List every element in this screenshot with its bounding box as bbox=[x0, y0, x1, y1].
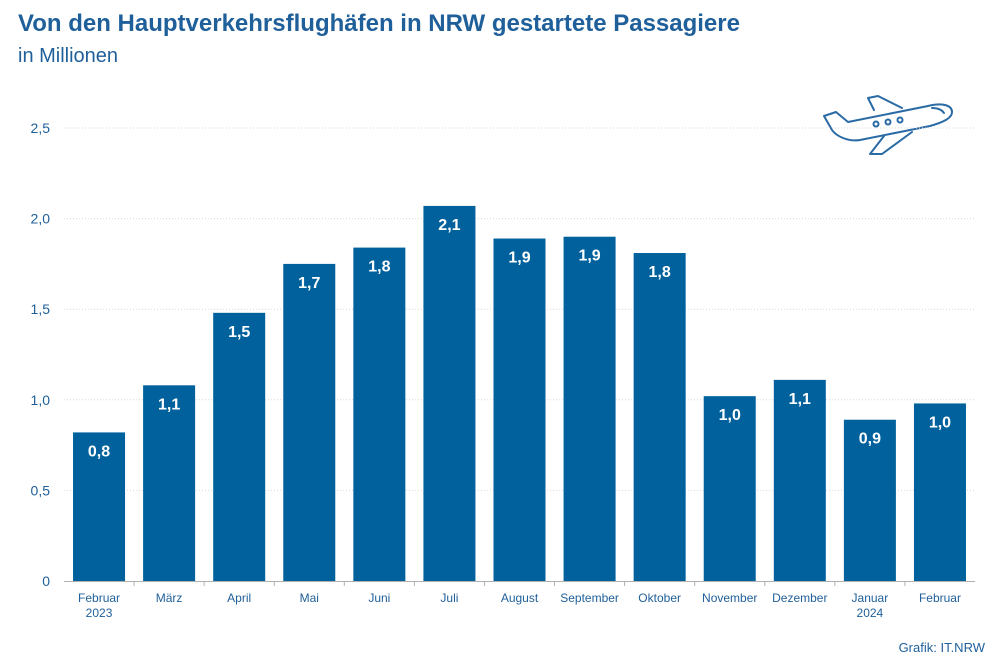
y-tick-label: 1,5 bbox=[31, 301, 51, 317]
bar-value-label: 1,8 bbox=[368, 259, 390, 276]
y-tick-label: 0,5 bbox=[31, 482, 51, 498]
bar bbox=[633, 253, 686, 581]
x-tick-label: Dezember bbox=[772, 591, 827, 605]
x-tick-label: März bbox=[156, 591, 183, 605]
bar-value-label: 1,8 bbox=[649, 264, 671, 281]
bar bbox=[773, 379, 826, 581]
bar-value-label: 1,1 bbox=[158, 396, 180, 413]
bar-value-label: 1,9 bbox=[578, 248, 600, 265]
airplane-icon bbox=[823, 95, 953, 155]
y-tick-label: 2,5 bbox=[31, 120, 51, 136]
chart-title: Von den Hauptverkehrsflughäfen in NRW ge… bbox=[18, 10, 740, 37]
bar-value-label: 1,5 bbox=[228, 324, 250, 341]
y-tick-label: 0 bbox=[42, 573, 50, 589]
bar bbox=[353, 247, 406, 582]
bar bbox=[913, 403, 966, 581]
bar bbox=[283, 263, 336, 581]
x-tick-label: Februar bbox=[78, 591, 120, 605]
x-tick-label: Juli bbox=[440, 591, 458, 605]
x-tick-label: Juni bbox=[368, 591, 390, 605]
bar-value-label: 1,1 bbox=[789, 391, 811, 408]
x-tick-label: 2023 bbox=[86, 606, 113, 620]
bar bbox=[143, 385, 196, 581]
bar bbox=[73, 432, 126, 581]
bar bbox=[423, 205, 476, 581]
x-tick-label: August bbox=[501, 591, 539, 605]
bar-value-label: 1,0 bbox=[719, 407, 741, 424]
bar bbox=[843, 419, 896, 581]
bar-value-label: 2,1 bbox=[438, 217, 460, 234]
x-tick-label: Oktober bbox=[638, 591, 681, 605]
bar-value-label: 0,8 bbox=[88, 443, 110, 460]
bar-value-label: 1,7 bbox=[298, 275, 320, 292]
bar-value-label: 1,0 bbox=[929, 414, 951, 431]
x-tick-label: September bbox=[560, 591, 619, 605]
x-tick-label: November bbox=[702, 591, 757, 605]
x-tick-label: Mai bbox=[300, 591, 319, 605]
bar-value-label: 1,9 bbox=[508, 250, 530, 267]
x-tick-label: Februar bbox=[919, 591, 961, 605]
x-tick-label: 2024 bbox=[857, 606, 884, 620]
y-tick-label: 2,0 bbox=[31, 211, 51, 227]
x-tick-label: April bbox=[227, 591, 251, 605]
y-tick-label: 1,0 bbox=[31, 392, 51, 408]
source-credit: Grafik: IT.NRW bbox=[898, 640, 985, 655]
bar bbox=[563, 236, 616, 581]
chart-subtitle: in Millionen bbox=[18, 45, 119, 67]
bar bbox=[703, 396, 756, 581]
bar bbox=[493, 238, 546, 582]
bar-value-label: 0,9 bbox=[859, 431, 881, 448]
bar bbox=[213, 312, 266, 581]
x-tick-label: Januar bbox=[852, 591, 889, 605]
